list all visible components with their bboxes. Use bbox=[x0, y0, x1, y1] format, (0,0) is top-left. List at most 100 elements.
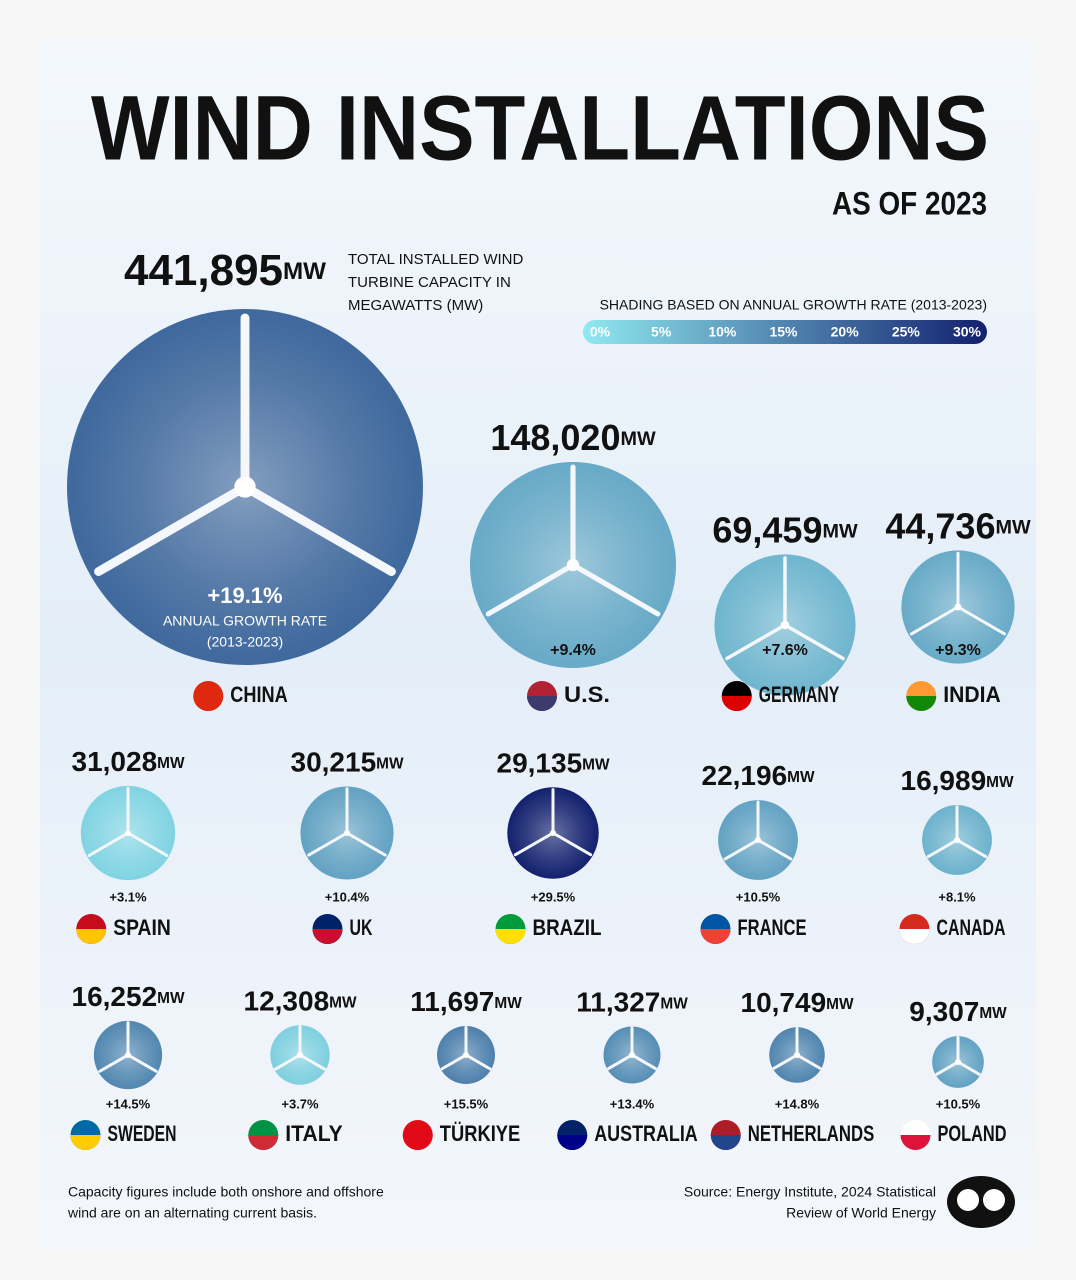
turbine-blade bbox=[345, 831, 387, 857]
growth-label: +15.5% bbox=[444, 1096, 489, 1111]
flag bbox=[193, 696, 224, 711]
turbine-blade bbox=[94, 482, 250, 576]
value-number: 22,196 bbox=[702, 760, 788, 791]
turbine-blade bbox=[126, 831, 169, 857]
value-unit: MW bbox=[376, 756, 404, 773]
turbine-blade bbox=[725, 623, 787, 661]
country-label: CANADA bbox=[937, 915, 1006, 940]
turbine-blade bbox=[570, 562, 661, 617]
country-label: GERMANY bbox=[759, 682, 840, 707]
turbine-hub bbox=[755, 837, 761, 843]
flag bbox=[495, 929, 526, 945]
country-label: POLAND bbox=[938, 1121, 1007, 1146]
country-label: ITALY bbox=[285, 1121, 343, 1146]
value-number: 441,895 bbox=[124, 246, 283, 295]
turbine-blade bbox=[274, 1053, 302, 1071]
value-number: 16,989 bbox=[901, 765, 987, 796]
chart-title: WIND INSTALLATIONS bbox=[91, 77, 989, 179]
growth-label: +10.4% bbox=[325, 889, 370, 904]
value-number: 30,215 bbox=[291, 747, 377, 778]
turbine-hub bbox=[794, 1052, 800, 1058]
value-label: 16,989MW bbox=[901, 765, 1014, 796]
turbine-hub bbox=[234, 476, 256, 498]
value-number: 69,459 bbox=[712, 509, 822, 550]
value-unit: MW bbox=[787, 769, 815, 786]
turbine-blade bbox=[956, 1060, 981, 1076]
flag bbox=[710, 1135, 741, 1151]
footnote: wind are on an alternating current basis… bbox=[67, 1205, 317, 1221]
turbine-blade bbox=[756, 838, 793, 861]
growth-label: +3.1% bbox=[109, 889, 147, 904]
value-label: 11,697MW bbox=[410, 986, 522, 1017]
turbine-hub bbox=[125, 1052, 131, 1058]
size-note: TOTAL INSTALLED WIND bbox=[348, 251, 523, 268]
value-label: 11,327MW bbox=[576, 987, 688, 1018]
value-label: 69,459MW bbox=[712, 509, 858, 550]
turbine-blade bbox=[607, 1053, 634, 1071]
flag bbox=[312, 929, 343, 945]
value-number: 31,028 bbox=[72, 746, 158, 777]
growth-label: +19.1% bbox=[207, 583, 282, 608]
growth-label: +29.5% bbox=[531, 889, 576, 904]
colorbar bbox=[583, 320, 987, 344]
value-unit: MW bbox=[979, 1005, 1007, 1022]
country-label: TÜRKIYE bbox=[440, 1121, 521, 1146]
growth-label: +8.1% bbox=[938, 889, 976, 904]
colorbar-title: SHADING BASED ON ANNUAL GROWTH RATE (201… bbox=[600, 297, 987, 313]
turbine-blade bbox=[307, 831, 349, 857]
value-label: 16,252MW bbox=[72, 981, 185, 1012]
turbine-hub bbox=[463, 1052, 469, 1058]
country-label: U.S. bbox=[564, 682, 610, 707]
flag bbox=[248, 1135, 279, 1151]
flag bbox=[900, 1135, 931, 1151]
value-unit: MW bbox=[494, 995, 522, 1012]
flag bbox=[906, 696, 937, 711]
growth-note: ANNUAL GROWTH RATE bbox=[163, 613, 327, 629]
footnote: Capacity figures include both onshore an… bbox=[68, 1184, 384, 1200]
flag bbox=[899, 929, 930, 945]
value-number: 16,252 bbox=[72, 981, 158, 1012]
value-unit: MW bbox=[582, 756, 610, 773]
value-unit: MW bbox=[660, 996, 688, 1013]
value-unit: MW bbox=[283, 258, 326, 285]
value-unit: MW bbox=[157, 755, 185, 772]
turbine-hub bbox=[297, 1052, 303, 1058]
value-label: 9,307MW bbox=[909, 997, 1007, 1028]
turbine-hub bbox=[955, 1059, 961, 1065]
turbine-blade bbox=[935, 1060, 960, 1076]
value-number: 11,697 bbox=[410, 986, 494, 1017]
value-number: 44,736 bbox=[885, 505, 995, 546]
colorbar-tick-label: 15% bbox=[769, 324, 798, 340]
size-note: TURBINE CAPACITY IN bbox=[348, 274, 511, 291]
turbine-blade bbox=[956, 605, 1007, 636]
subtitle: AS OF 2023 bbox=[832, 185, 987, 221]
country-label: NETHERLANDS bbox=[748, 1121, 875, 1146]
value-number: 12,308 bbox=[244, 986, 330, 1017]
country-label: CHINA bbox=[230, 682, 288, 707]
turbine-blade bbox=[955, 838, 988, 859]
value-label: 10,749MW bbox=[741, 988, 854, 1019]
value-label: 148,020MW bbox=[490, 416, 656, 457]
value-unit: MW bbox=[986, 774, 1014, 791]
growth-label: +9.3% bbox=[935, 642, 981, 659]
source: Review of World Energy bbox=[786, 1205, 936, 1221]
value-label: 441,895MW bbox=[124, 246, 326, 295]
growth-label: +10.5% bbox=[936, 1096, 981, 1111]
turbine-blade bbox=[723, 838, 760, 861]
value-label: 29,135MW bbox=[497, 748, 610, 779]
growth-label: +9.4% bbox=[550, 642, 596, 659]
colorbar-tick-label: 25% bbox=[892, 324, 921, 340]
colorbar-tick-label: 10% bbox=[708, 324, 737, 340]
value-unit: MW bbox=[157, 990, 185, 1007]
turbine-hub bbox=[954, 603, 962, 611]
country-label: AUSTRALIA bbox=[594, 1121, 698, 1146]
turbine-blade bbox=[87, 831, 130, 857]
turbine-blade bbox=[630, 1053, 657, 1071]
value-label: 30,215MW bbox=[291, 747, 404, 778]
country-label: FRANCE bbox=[738, 915, 807, 940]
turbine-hub bbox=[780, 620, 790, 630]
growth-label: +3.7% bbox=[281, 1096, 319, 1111]
value-number: 29,135 bbox=[497, 748, 583, 779]
turbine-blade bbox=[926, 838, 959, 859]
